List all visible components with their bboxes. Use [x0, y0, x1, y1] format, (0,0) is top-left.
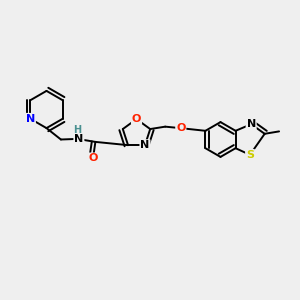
Text: O: O	[88, 153, 98, 164]
Text: N: N	[247, 119, 256, 129]
Text: N: N	[74, 134, 83, 144]
Text: H: H	[73, 125, 81, 135]
Text: O: O	[132, 114, 141, 124]
Text: O: O	[176, 123, 185, 133]
Text: N: N	[140, 140, 150, 150]
Text: N: N	[26, 114, 35, 124]
Text: S: S	[246, 150, 254, 160]
